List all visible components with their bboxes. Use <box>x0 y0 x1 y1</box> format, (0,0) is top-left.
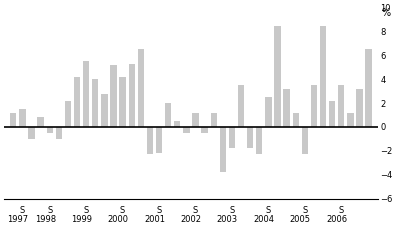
Text: S: S <box>339 206 344 215</box>
Bar <box>238 85 244 127</box>
Bar <box>147 127 153 154</box>
Bar <box>74 77 80 127</box>
Bar <box>329 101 335 127</box>
Bar <box>347 113 354 127</box>
Bar <box>247 127 253 148</box>
Bar <box>274 26 281 127</box>
Text: S: S <box>120 206 125 215</box>
Text: S: S <box>156 206 162 215</box>
Text: 2001: 2001 <box>144 215 165 224</box>
Text: 1999: 1999 <box>71 215 92 224</box>
Bar <box>220 127 226 172</box>
Text: S: S <box>83 206 89 215</box>
Bar <box>256 127 262 154</box>
Text: S: S <box>20 206 25 215</box>
Bar <box>92 79 98 127</box>
Bar <box>110 65 117 127</box>
Text: S: S <box>302 206 307 215</box>
Bar <box>201 127 208 133</box>
Bar <box>338 85 345 127</box>
Text: 2006: 2006 <box>326 215 347 224</box>
Bar <box>101 94 108 127</box>
Bar <box>65 101 71 127</box>
Bar <box>192 113 198 127</box>
Text: 1997: 1997 <box>7 215 29 224</box>
Bar <box>229 127 235 148</box>
Bar <box>165 103 172 127</box>
Bar <box>37 117 44 127</box>
Text: S: S <box>47 206 52 215</box>
Text: S: S <box>266 206 271 215</box>
Text: S: S <box>193 206 198 215</box>
Bar <box>356 89 362 127</box>
Bar <box>138 49 144 127</box>
Text: 2000: 2000 <box>108 215 129 224</box>
Bar <box>10 113 16 127</box>
Bar <box>265 97 272 127</box>
Bar <box>365 49 372 127</box>
Text: 2004: 2004 <box>253 215 274 224</box>
Text: S: S <box>229 206 235 215</box>
Bar <box>19 109 25 127</box>
Bar <box>46 127 53 133</box>
Bar <box>183 127 189 133</box>
Bar <box>320 26 326 127</box>
Bar <box>28 127 35 139</box>
Bar <box>129 64 135 127</box>
Bar <box>174 121 181 127</box>
Bar <box>283 89 290 127</box>
Bar <box>156 127 162 153</box>
Text: 2005: 2005 <box>290 215 311 224</box>
Bar <box>56 127 62 139</box>
Text: %: % <box>382 8 391 18</box>
Bar <box>119 77 126 127</box>
Text: 1998: 1998 <box>35 215 56 224</box>
Bar <box>210 113 217 127</box>
Bar <box>311 85 317 127</box>
Text: 2003: 2003 <box>217 215 238 224</box>
Bar <box>302 127 308 154</box>
Bar <box>293 113 299 127</box>
Text: 2002: 2002 <box>180 215 201 224</box>
Bar <box>83 61 89 127</box>
